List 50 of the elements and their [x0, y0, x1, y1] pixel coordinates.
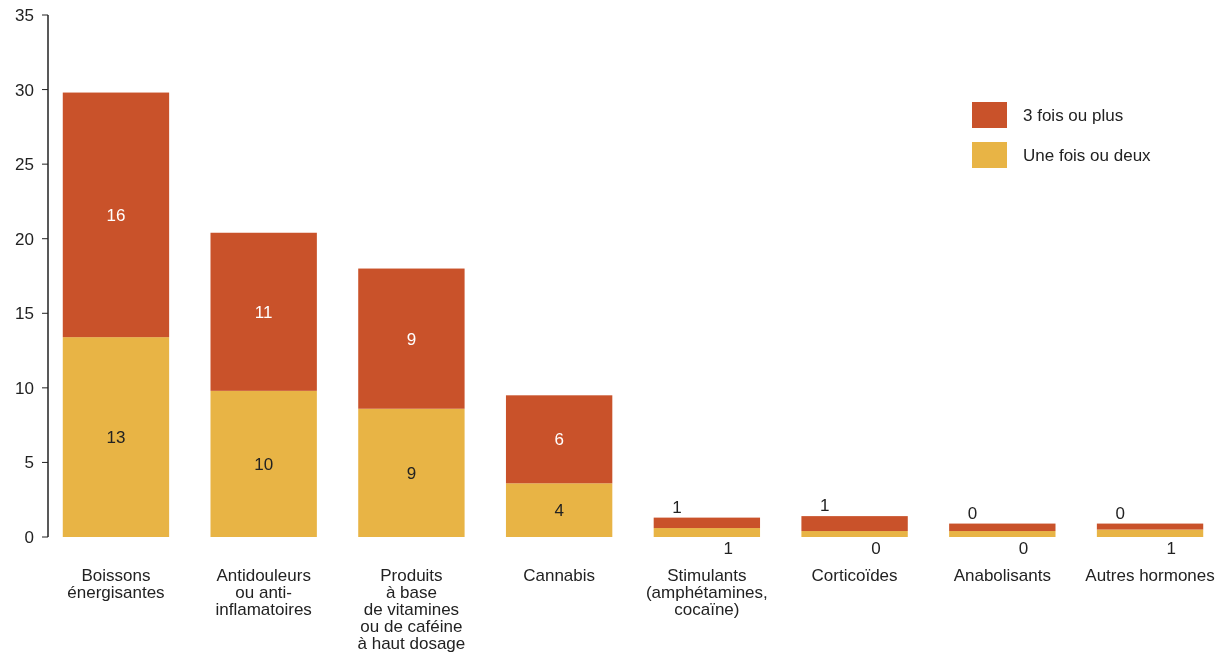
data-label: 11 [254, 302, 273, 322]
bar [653, 528, 761, 537]
x-tick-label: Corticoïdes [811, 566, 898, 585]
bar [653, 517, 761, 529]
y-tick-label: 30 [15, 80, 34, 100]
x-tick-label: Boissons énergisantes [67, 566, 165, 602]
data-label: 1 [1166, 539, 1177, 558]
data-label: 4 [554, 501, 564, 521]
data-label: 9 [406, 329, 417, 349]
legend-label: 3 fois ou plus [1023, 106, 1124, 125]
x-tick-label: Anabolisants [953, 566, 1051, 585]
y-tick-label: 5 [24, 453, 34, 473]
x-tick-label: Cannabis [523, 566, 596, 585]
y-tick-label: 10 [15, 378, 34, 398]
bar [62, 92, 170, 338]
data-label: 1 [820, 496, 830, 516]
bar [1096, 523, 1204, 530]
data-label: 0 [1018, 539, 1029, 558]
y-tick-label: 35 [15, 6, 34, 25]
data-label: 10 [254, 454, 274, 474]
data-label: 0 [967, 503, 978, 523]
bar [62, 337, 170, 537]
legend-label: Une fois ou deux [1023, 146, 1152, 165]
data-label: 6 [554, 430, 564, 450]
bar [358, 268, 465, 409]
bar [801, 531, 908, 537]
bar [505, 483, 613, 537]
x-tick-label: Antidouleurs ou anti- inflamatoires [215, 566, 312, 619]
data-label: 0 [1115, 503, 1125, 523]
data-label: 16 [106, 205, 126, 225]
bar [505, 395, 613, 484]
y-tick-label: 25 [15, 155, 34, 175]
bar [210, 232, 317, 391]
x-tick-label: Produits à base de vitamines ou de caféine à haut dosage [357, 566, 466, 652]
bar [1096, 529, 1204, 537]
y-tick-label: 20 [15, 229, 34, 249]
x-tick-label: Autres hormones [1085, 566, 1215, 585]
bar [949, 523, 1056, 532]
bar [358, 408, 465, 537]
data-label: 9 [406, 463, 417, 483]
y-tick-label: 0 [24, 528, 34, 547]
data-label: 1 [672, 497, 682, 517]
data-label: 1 [723, 539, 733, 558]
bar [210, 390, 317, 537]
bar [949, 531, 1056, 537]
data-label: 13 [106, 428, 126, 448]
y-tick-label: 15 [15, 304, 34, 324]
data-label: 0 [871, 539, 881, 558]
x-tick-label: Stimulants (amphétamines, cocaïne) [645, 566, 768, 619]
bar [801, 516, 908, 532]
